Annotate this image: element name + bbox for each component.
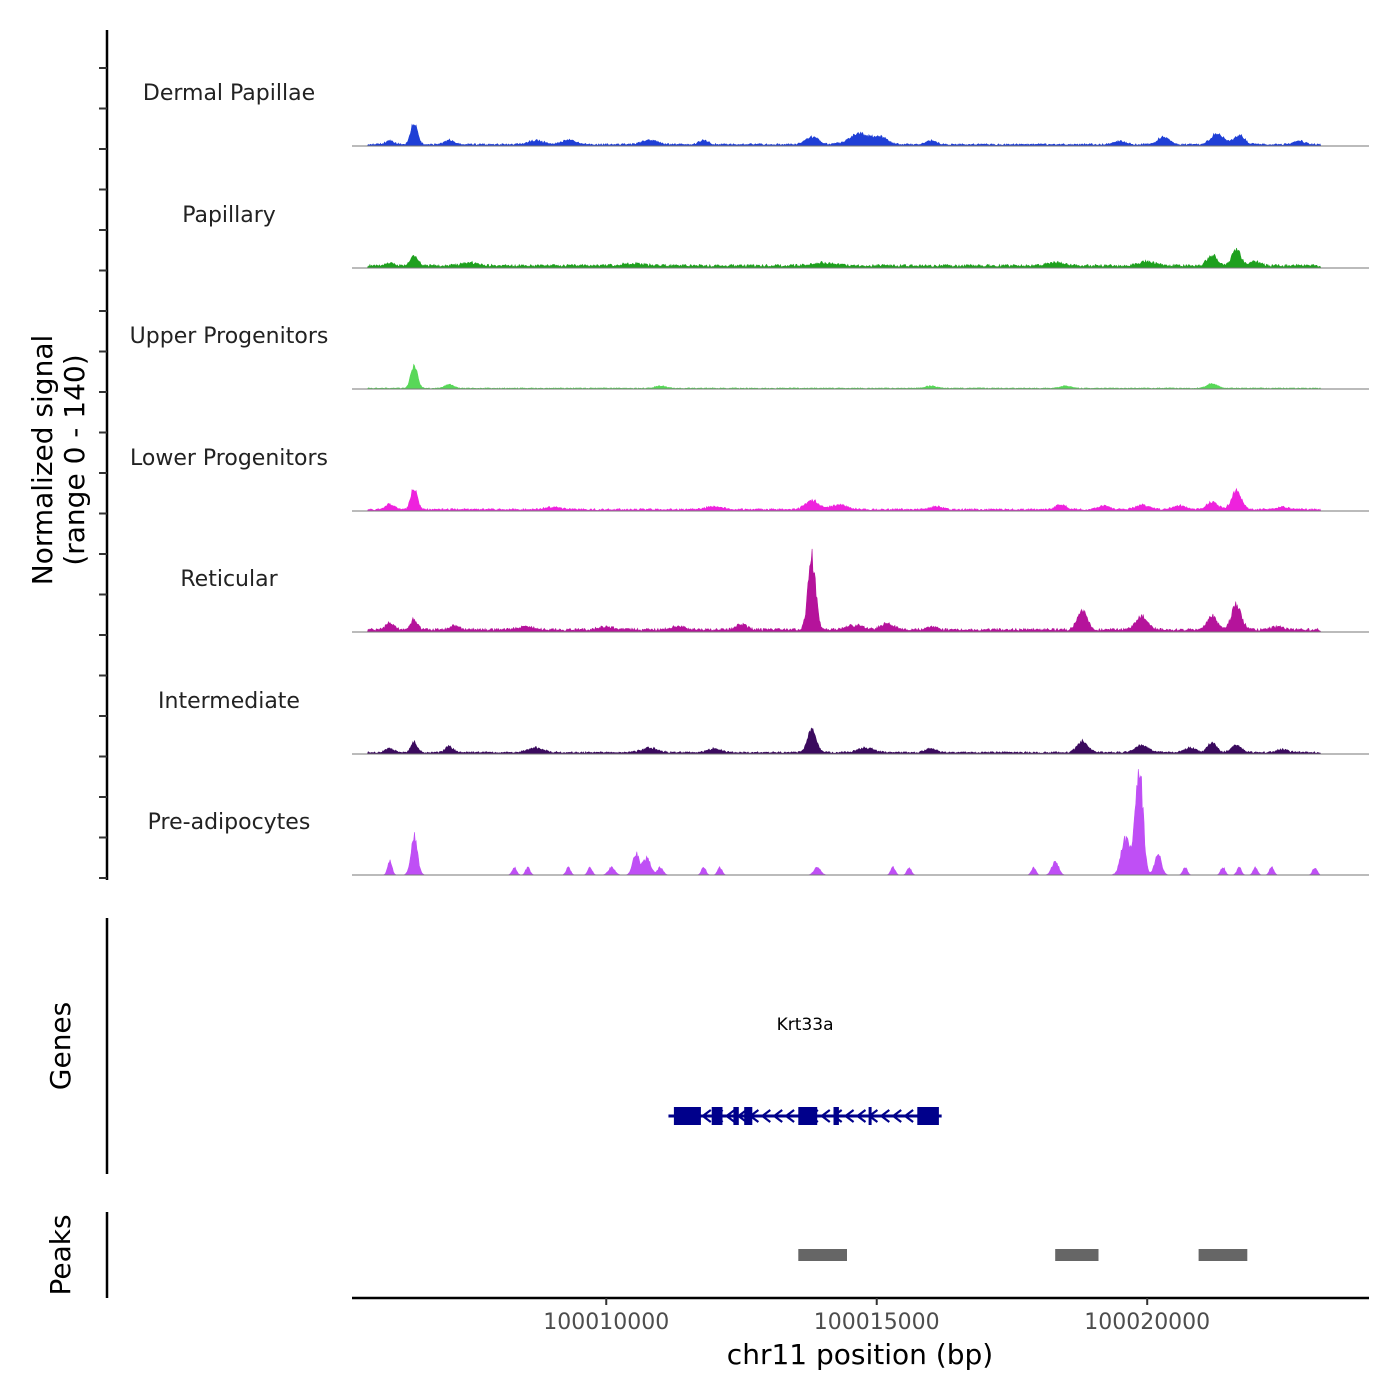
track-label: Pre-adipocytes <box>148 810 311 835</box>
track-label: Lower Progenitors <box>130 446 328 471</box>
track-label: Reticular <box>180 567 278 592</box>
track-areas <box>352 123 1369 876</box>
track-label: Papillary <box>182 203 276 228</box>
track-area <box>352 727 1369 755</box>
gene-exon <box>711 1107 723 1125</box>
coverage-y-ticks <box>99 67 107 879</box>
gene-strand-arrow <box>772 1109 783 1123</box>
x-tick-label: 100020000 <box>1084 1310 1210 1335</box>
peaks-track <box>798 1249 1248 1261</box>
gene-strand-arrow <box>879 1109 890 1123</box>
x-axis-ticks: 100010000 100015000 100020000 <box>543 1298 1210 1335</box>
gene-strand-arrow <box>903 1109 914 1123</box>
track-area <box>352 123 1369 147</box>
gene-strand-arrow <box>724 1109 736 1123</box>
x-tick-label: 100010000 <box>543 1310 669 1335</box>
peak-region <box>1198 1249 1248 1261</box>
track-area <box>352 768 1369 876</box>
y-axis-label: Normalized signal <box>26 335 59 586</box>
track-labels: Dermal Papillae Papillary Upper Progenitor… <box>130 81 329 835</box>
genes-track: Krt33a <box>668 1015 942 1125</box>
track-label: Dermal Papillae <box>143 81 315 106</box>
gene-name-label: Krt33a <box>777 1015 834 1035</box>
gene-strand-arrow <box>843 1109 855 1123</box>
y-axis-range-label: (range 0 - 140) <box>58 354 91 565</box>
gene-strand-arrow <box>784 1109 795 1123</box>
peaks-panel-label: Peaks <box>44 1214 77 1295</box>
track-area <box>352 548 1369 633</box>
x-tick-label: 100015000 <box>814 1310 940 1335</box>
gene-exon <box>798 1107 818 1125</box>
gene-exon <box>833 1107 839 1125</box>
genes-panel-label: Genes <box>44 1002 77 1090</box>
peak-region <box>1055 1249 1099 1261</box>
y-axis-title: Normalized signal (range 0 - 140) <box>26 335 91 586</box>
track-area <box>352 363 1369 390</box>
track-area <box>352 487 1369 512</box>
track-label: Upper Progenitors <box>130 324 329 349</box>
x-axis-title: chr11 position (bp) <box>727 1338 993 1371</box>
gene-strand-arrow <box>760 1109 771 1123</box>
gene-strand-arrow <box>855 1109 867 1123</box>
gene-exon <box>744 1107 753 1125</box>
track-area <box>352 247 1369 269</box>
track-label: Intermediate <box>158 689 300 714</box>
gene-exon <box>917 1107 939 1125</box>
gene-strand-arrow <box>700 1109 712 1123</box>
gene-exon <box>673 1107 701 1125</box>
gene-strand-arrow <box>819 1109 831 1123</box>
gene-exon <box>733 1107 739 1125</box>
peak-region <box>798 1249 847 1261</box>
gene-exon <box>868 1107 872 1125</box>
gene-strand-arrow <box>891 1109 902 1123</box>
